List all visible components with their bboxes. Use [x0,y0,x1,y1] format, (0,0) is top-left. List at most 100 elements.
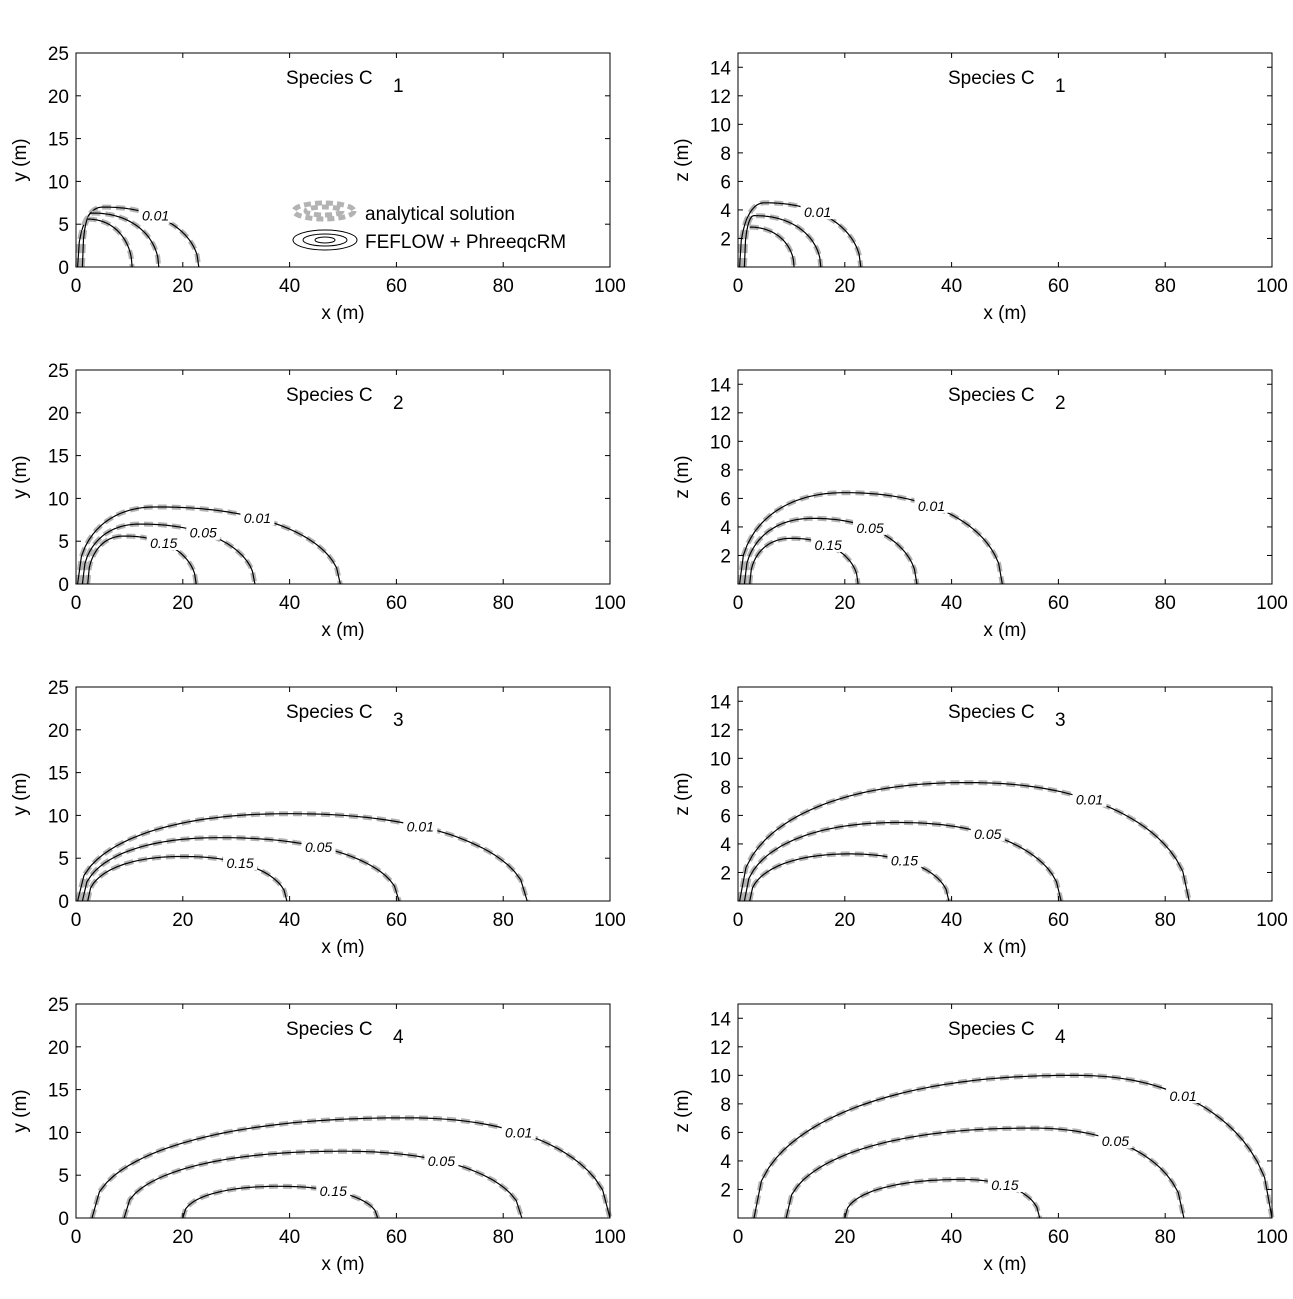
x-tick-label: 0 [71,593,82,614]
numerical-contour [743,517,918,585]
x-tick-label: 40 [941,593,962,614]
x-tick-label: 100 [1256,910,1288,931]
y-tick-label: 25 [48,44,69,65]
x-tick-label: 40 [279,593,300,614]
x-tick-label: 0 [71,276,82,297]
y-tick-label: 20 [48,404,69,425]
y-tick-label: 8 [720,778,731,799]
legend-analytical-swatch [291,200,357,222]
y-tick-label: 0 [58,258,69,279]
contour-label-bg [223,853,258,870]
x-tick-label: 80 [493,276,514,297]
panel-title: Species C [286,385,373,406]
x-tick-label: 80 [1155,910,1176,931]
contour-label: 0.15 [150,535,177,551]
legend-analytical-label: analytical solution [365,204,515,225]
contour-label-bg [970,824,1005,841]
x-tick-label: 60 [1048,910,1069,931]
panel-title-subscript: 3 [1055,710,1066,731]
y-tick-label: 25 [48,678,69,699]
x-axis-label: x (m) [983,620,1026,641]
contour-label-bg [146,533,181,550]
numerical-contour [743,821,1062,902]
x-axis-label: x (m) [983,937,1026,958]
numerical-contour [739,782,1190,902]
y-axis-label: y (m) [10,772,31,815]
y-tick-label: 10 [48,1123,69,1144]
y-tick-label: 8 [720,461,731,482]
y-tick-label: 2 [720,863,731,884]
x-tick-label: 100 [594,910,626,931]
numerical-contour [87,218,133,268]
x-tick-label: 100 [594,593,626,614]
y-tick-label: 10 [710,115,731,136]
x-tick-label: 0 [71,910,82,931]
contour-label-bg [914,496,949,513]
contour-label: 0.01 [142,208,169,224]
x-axis-label: x (m) [983,303,1026,324]
contour-label-bg [887,851,922,868]
y-axis-label: y (m) [10,138,31,181]
contour-label-bg [301,837,336,854]
panel-title: Species C [948,1019,1035,1040]
contour-label: 0.01 [1169,1088,1196,1104]
contour-label-bg [1098,1132,1133,1149]
panel-6: 0.01 0.05 0.15 0 20 40 60 80 100 2 4 6 8 10 12 14 x (m) z… [672,686,1288,958]
y-tick-label: 5 [58,1166,69,1187]
x-tick-label: 20 [834,276,855,297]
panel-title: Species C [948,702,1035,723]
x-axis-label: x (m) [321,1254,364,1275]
panel-1: 0.01 0 20 40 60 80 100 0 5 10 15 20 25 x (m) y (m) Spec… [10,44,626,324]
x-tick-label: 40 [279,276,300,297]
y-axis-label: z (m) [672,455,693,498]
x-tick-label: 40 [941,910,962,931]
y-tick-label: 12 [710,404,731,425]
contour-label: 0.01 [505,1124,532,1140]
panel-5: 0.01 0.05 0.15 0 20 40 60 80 100 0 5 10 15 20 25 x (m) y… [10,678,626,958]
contour-label: 0.15 [226,855,253,871]
axes-frame [737,1003,1273,1219]
contour-label: 0.15 [320,1183,347,1199]
legend-numerical-swatch [302,233,348,247]
x-tick-label: 100 [1256,1227,1288,1248]
contour-label-bg [403,817,438,834]
contour-label: 0.01 [804,204,831,220]
axes-frame [737,369,1273,585]
y-tick-label: 14 [710,58,732,79]
x-tick-label: 20 [834,910,855,931]
panel-title: Species C [286,1019,373,1040]
contour-label: 0.01 [407,818,434,834]
y-tick-label: 4 [720,518,731,539]
analytical-contour [75,504,343,585]
x-tick-label: 60 [386,276,407,297]
x-tick-label: 80 [1155,276,1176,297]
y-tick-label: 8 [720,144,731,165]
y-tick-label: 4 [720,1152,731,1173]
axes-frame [75,369,611,585]
y-tick-label: 15 [48,447,69,468]
x-tick-label: 100 [1256,593,1288,614]
y-tick-label: 8 [720,1095,731,1116]
contour-label-bg [138,206,173,223]
y-tick-label: 10 [710,1066,731,1087]
y-tick-label: 14 [710,1009,732,1030]
panel-title-subscript: 2 [393,393,404,414]
y-tick-label: 10 [710,432,731,453]
panel-3: 0.01 0.05 0.15 0 20 40 60 80 100 0 5 10 15 20 25 x (m) y… [10,361,626,641]
contour-label: 0.05 [1102,1133,1129,1149]
y-tick-label: 0 [58,892,69,913]
panel-title: Species C [286,702,373,723]
numerical-contour [77,206,200,268]
x-tick-label: 80 [1155,593,1176,614]
y-tick-label: 0 [58,1209,69,1230]
contour-label: 0.01 [1076,792,1103,808]
numerical-contour [739,492,1003,585]
analytical-contour [75,204,202,268]
axes-frame [75,1003,611,1219]
analytical-contour [87,216,135,268]
panel-title-subscript: 1 [393,76,404,97]
y-tick-label: 0 [58,575,69,596]
y-tick-label: 10 [48,489,69,510]
panel-8: 0.01 0.05 0.15 0 20 40 60 80 100 2 4 6 8 10 12 14 x (m) z… [672,1003,1288,1275]
